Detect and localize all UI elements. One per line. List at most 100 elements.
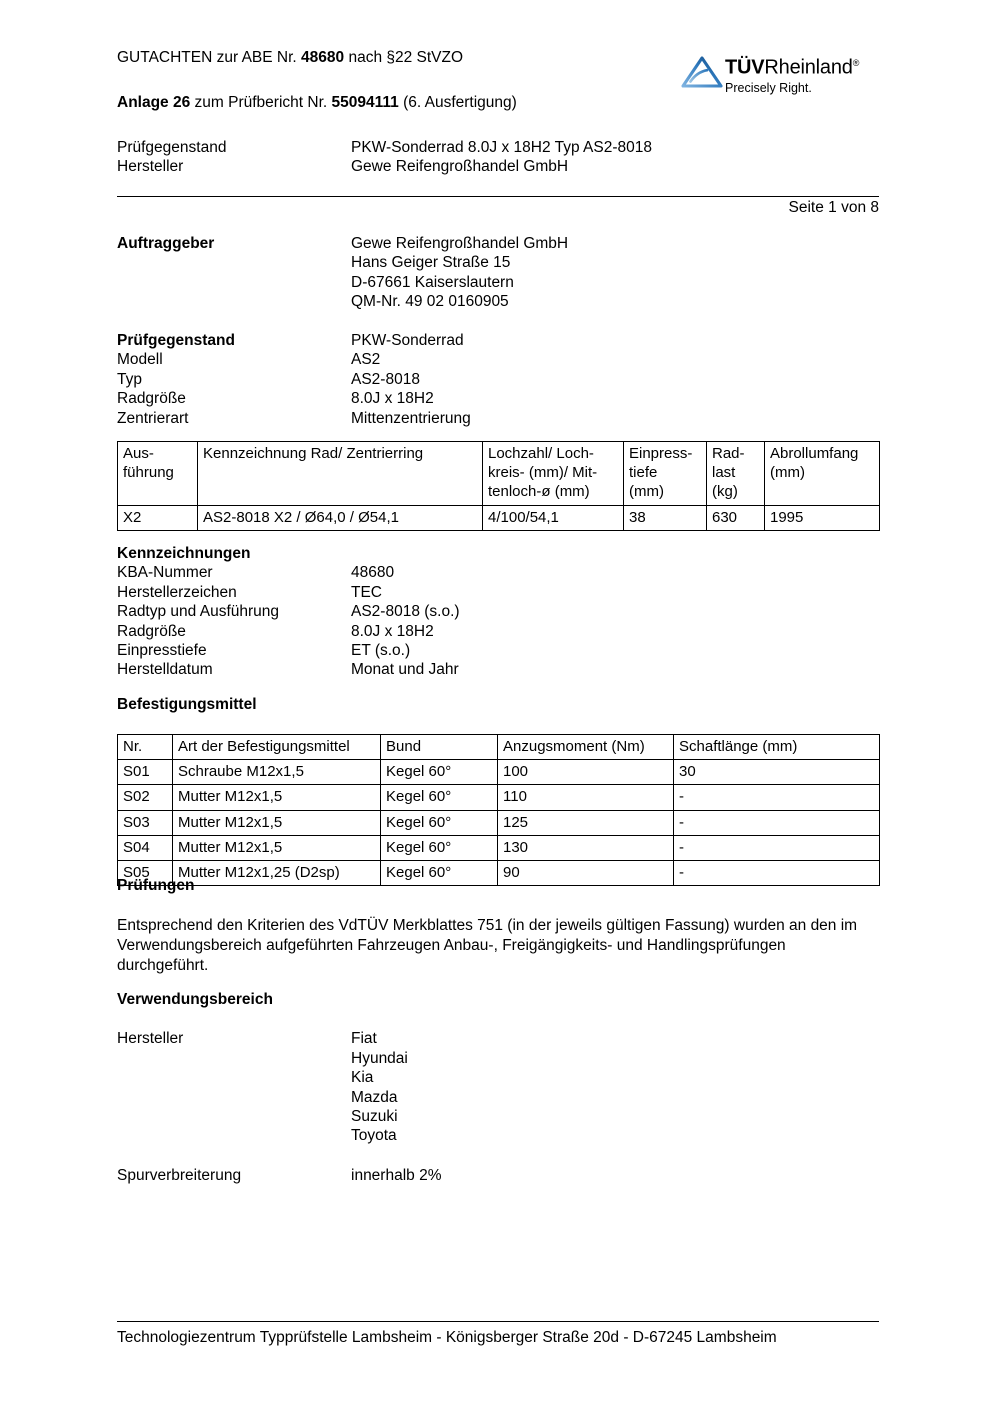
cell-bund: Kegel 60°: [380, 784, 498, 811]
intro-row: Hersteller Gewe Reifengroßhandel GmbH: [117, 157, 879, 176]
pruefungen-paragraph: Entsprechend den Kriterien des VdTÜV Mer…: [117, 917, 858, 974]
auftraggeber-label: Auftraggeber: [117, 235, 215, 252]
table-row: S01 Schraube M12x1,5 Kegel 60° 100 30: [117, 759, 880, 786]
document-subtitle: Anlage 26 zum Prüfbericht Nr. 55094111 (…: [117, 93, 517, 112]
table-row: S04 Mutter M12x1,5 Kegel 60° 130 -: [117, 834, 880, 862]
address-line: QM-Nr. 49 02 0160905: [351, 293, 509, 311]
spec-label-typ: Typ: [117, 370, 142, 388]
header-divider: [117, 196, 879, 197]
kennz-value-radgroesse: 8.0J x 18H2: [351, 622, 434, 640]
cell-lochzahl: 4/100/54,1: [482, 504, 624, 531]
cell-art: Mutter M12x1,5: [172, 809, 381, 836]
manufacturer-item: Fiat: [351, 1030, 377, 1048]
cell-art: Mutter M12x1,5: [172, 834, 381, 862]
logo-rheinland: Rheinland: [764, 56, 853, 79]
hersteller-label: Hersteller: [117, 1030, 184, 1048]
kennz-value-einpresstiefe: ET (s.o.): [351, 642, 411, 660]
table-header-row: Aus-führung Kennzeichnung Rad/ Zentrierr…: [117, 441, 880, 506]
spec-row: Modell AS2: [117, 350, 879, 369]
manufacturer-item: Hyundai: [351, 1049, 408, 1067]
cell-schaftlaenge: -: [673, 809, 880, 836]
manufacturer-item: Mazda: [351, 1088, 398, 1106]
kennzeichnungen-section: Kennzeichnungen KBA-Nummer 48680 Herstel…: [117, 544, 879, 680]
pruefungen-heading: Prüfungen: [117, 877, 195, 894]
spec-label-modell: Modell: [117, 351, 163, 369]
wheel-specification-table: Aus-führung Kennzeichnung Rad/ Zentrierr…: [117, 441, 880, 531]
table-row: X2 AS2-8018 X2 / Ø64,0 / Ø54,1 4/100/54,…: [117, 504, 880, 531]
kennz-label-einpresstiefe: Einpresstiefe: [117, 642, 207, 660]
verwendungsbereich-section: Verwendungsbereich Hersteller Fiat Hyund…: [117, 990, 879, 1185]
cell-nr: S04: [117, 834, 173, 862]
manufacturer-item: Toyota: [351, 1127, 397, 1145]
address-line: Hans Geiger Straße 15: [351, 254, 511, 272]
kennz-row: Radtyp und Ausführung AS2-8018 (s.o.): [117, 602, 879, 621]
logo-tuv: TÜV: [725, 56, 765, 79]
pruefungen-section: Prüfungen Entsprechend den Kriterien des…: [117, 876, 879, 975]
kennz-value-kba: 48680: [351, 564, 395, 582]
intro-block: Prüfgegenstand PKW-Sonderrad 8.0J x 18H2…: [117, 138, 879, 177]
cell-anzugsmoment: 100: [497, 759, 674, 786]
cell-bund: Kegel 60°: [380, 809, 498, 836]
footer-divider: [117, 1321, 879, 1322]
kennz-row: Radgröße 8.0J x 18H2: [117, 622, 879, 641]
col-header-lochzahl: Lochzahl/ Loch-kreis- (mm)/ Mit-tenloch-…: [482, 441, 624, 506]
col-header-art: Art der Befestigungsmittel: [172, 733, 381, 761]
cell-abrollumfang: 1995: [764, 504, 880, 531]
col-header-nr: Nr.: [117, 733, 173, 761]
col-header-abrollumfang: Abrollumfang (mm): [764, 441, 880, 506]
col-header-ausfuehrung: Aus-führung: [117, 441, 198, 506]
logo-text-block: TÜVRheinland® Precisely Right.: [725, 52, 859, 96]
spec-label-radgroesse: Radgröße: [117, 390, 186, 408]
col-header-kennzeichnung: Kennzeichnung Rad/ Zentrierring: [197, 441, 483, 506]
spec-row: Typ AS2-8018: [117, 370, 879, 389]
document-header: GUTACHTEN zur ABE Nr. 48680 nach §22 StV…: [117, 0, 879, 66]
kennz-label-radgroesse: Radgröße: [117, 622, 186, 640]
footer-address: Technologiezentrum Typprüfstelle Lambshe…: [117, 1329, 777, 1346]
cell-art: Schraube M12x1,5: [172, 759, 381, 786]
kennz-value-radtyp: AS2-8018 (s.o.): [351, 603, 460, 621]
hersteller-values: Fiat Hyundai Kia Mazda Suzuki Toyota: [351, 1029, 879, 1145]
verwendungsbereich-heading: Verwendungsbereich: [117, 991, 273, 1008]
befestigungsmittel-heading: Befestigungsmittel: [117, 696, 257, 713]
spec-value-modell: AS2: [351, 351, 381, 369]
kennz-row: Herstellerzeichen TEC: [117, 583, 879, 602]
auftraggeber-address: Gewe Reifengroßhandel GmbH Hans Geiger S…: [351, 234, 879, 312]
tuv-rheinland-logo: TÜVRheinland® Precisely Right.: [681, 52, 876, 98]
manufacturer-item: Suzuki: [351, 1108, 398, 1126]
subtitle-report-number: 55094111: [331, 94, 399, 111]
subtitle-anlage: Anlage 26: [117, 94, 191, 111]
col-header-schaftlaenge: Schaftlänge (mm): [673, 733, 880, 761]
spurverbreiterung-row: Spurverbreiterung innerhalb 2%: [117, 1166, 879, 1185]
spec-value-pruefgegenstand: PKW-Sonderrad: [351, 332, 464, 349]
address-line: D-67661 Kaiserslautern: [351, 273, 514, 291]
cell-schaftlaenge: -: [673, 860, 880, 887]
kennz-label-herstellerzeichen: Herstellerzeichen: [117, 583, 237, 601]
cell-radlast: 630: [706, 504, 765, 531]
kennz-label-radtyp: Radtyp und Ausführung: [117, 603, 280, 621]
cell-bund: Kegel 60°: [380, 834, 498, 862]
col-header-radlast: Rad-last (kg): [706, 441, 765, 506]
spec-row: Zentrierart Mittenzentrierung: [117, 409, 879, 428]
page-content: GUTACHTEN zur ABE Nr. 48680 nach §22 StV…: [117, 0, 880, 1346]
spec-row: Prüfgegenstand PKW-Sonderrad: [117, 331, 879, 350]
spec-row: Radgröße 8.0J x 18H2: [117, 389, 879, 408]
col-header-einpresstiefe: Einpress-tiefe (mm): [623, 441, 707, 506]
intro-label-hersteller: Hersteller: [117, 158, 184, 176]
logo-tagline: Precisely Right.: [725, 80, 812, 95]
intro-value-hersteller: Gewe Reifengroßhandel GmbH: [351, 158, 569, 176]
kennz-value-herstellerzeichen: TEC: [351, 583, 382, 601]
manufacturer-item: Kia: [351, 1069, 374, 1087]
cell-schaftlaenge: -: [673, 834, 880, 862]
address-line: Gewe Reifengroßhandel GmbH: [351, 235, 569, 252]
cell-nr: S05: [117, 860, 173, 887]
kennz-row: KBA-Nummer 48680: [117, 563, 879, 582]
table-row: S02 Mutter M12x1,5 Kegel 60° 110 -: [117, 784, 880, 811]
spurverbreiterung-label: Spurverbreiterung: [117, 1166, 242, 1184]
auftraggeber-row: Auftraggeber Gewe Reifengroßhandel GmbH …: [117, 234, 879, 312]
kennz-value-herstelldatum: Monat und Jahr: [351, 661, 459, 679]
intro-label-pruefgegenstand: Prüfgegenstand: [117, 139, 227, 156]
cell-anzugsmoment: 110: [497, 784, 674, 811]
title-suffix: nach §22 StVZO: [344, 49, 464, 66]
cell-bund: Kegel 60°: [380, 860, 498, 887]
page-number: Seite 1 von 8: [788, 199, 879, 216]
